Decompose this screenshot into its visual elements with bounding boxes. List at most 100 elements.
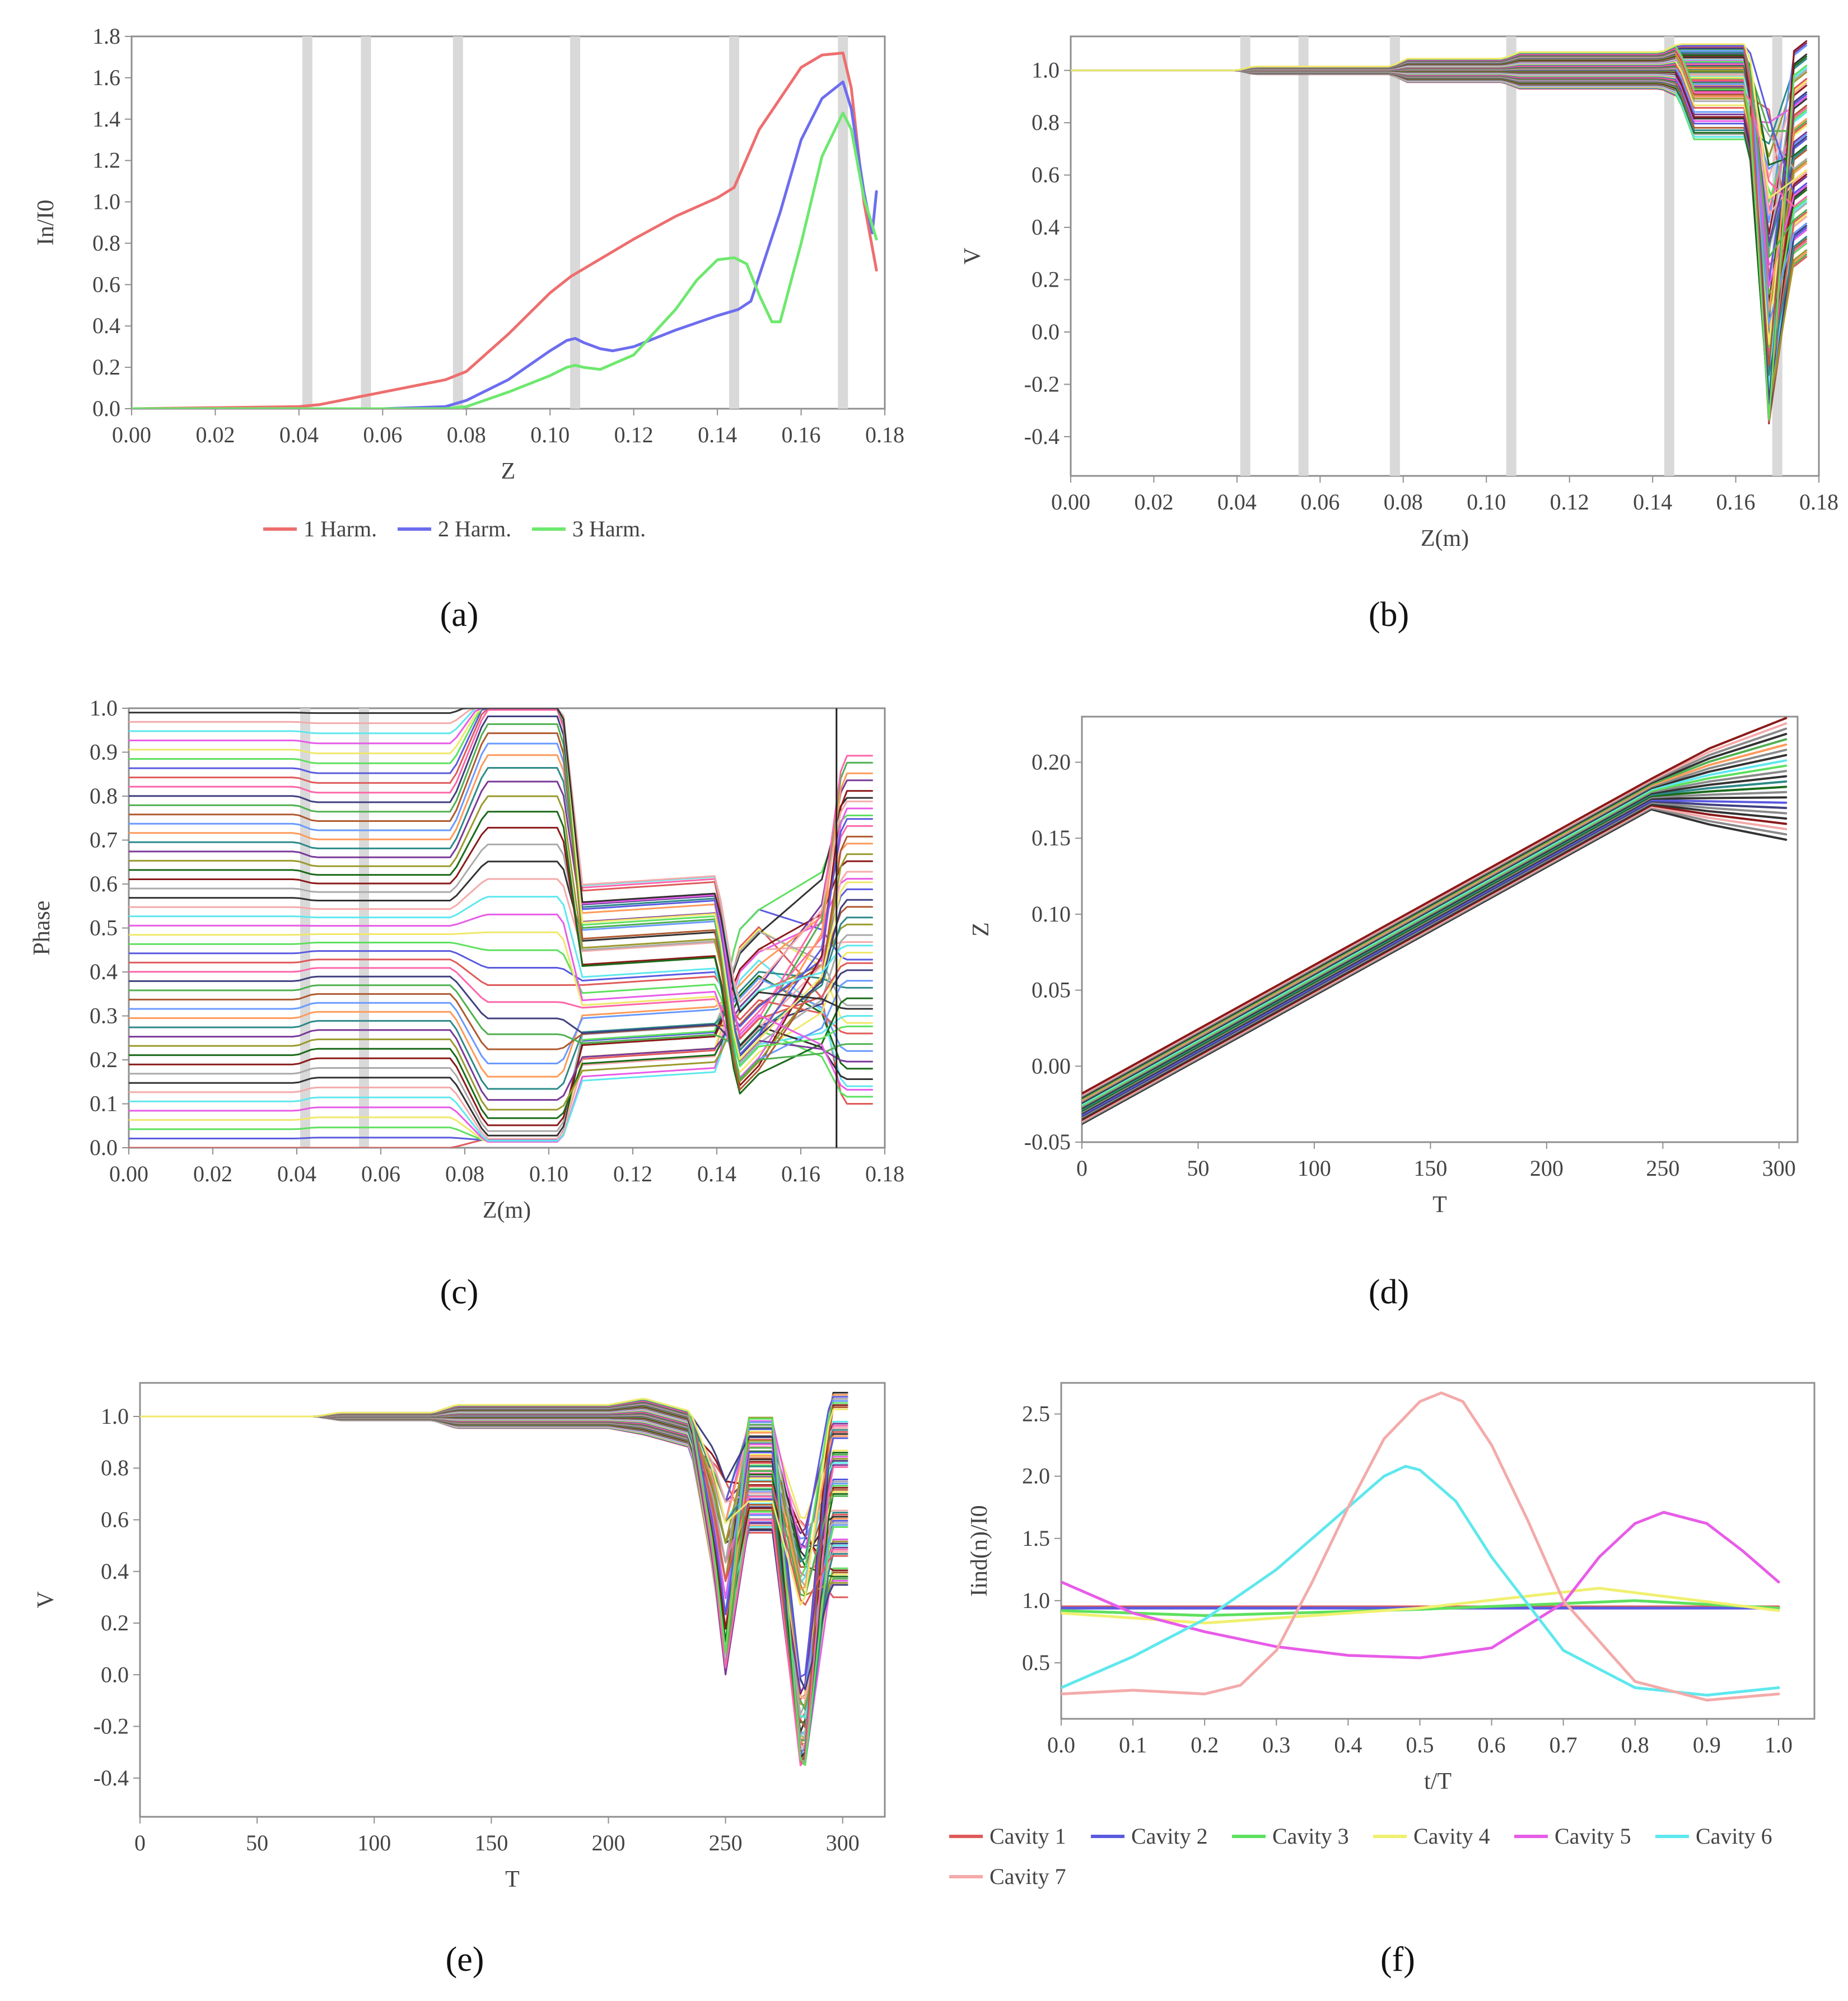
cavity-band-1 [1240,36,1250,476]
cavity-band-5 [1664,36,1674,476]
plot-area [1070,35,1820,477]
x-tick-label: 0.5 [1406,1732,1434,1757]
y-tick-label: 0.0 [90,1135,118,1160]
plot-layer [129,708,873,1148]
phase-curve [129,708,873,1067]
y-tick-label: 0.0 [1032,319,1060,344]
y-tick-label: -0.4 [1024,424,1060,449]
trajectory-line [1082,807,1788,1124]
y-tick-label: 0.0 [92,396,120,421]
trajectory-line [1082,727,1788,1097]
cavity-band-5 [729,36,739,409]
phase-curve [129,971,873,1090]
y-tick-label: 0.4 [92,313,120,338]
y-tick-label: 0.10 [1032,901,1071,927]
trajectory-line [1082,799,1788,1116]
y-axis-title: Iind(n)/I0 [967,1505,992,1596]
y-tick-label: 1.0 [101,1404,129,1429]
plot-layer [1061,1391,1780,1702]
x-tick-label: 0.00 [109,1161,148,1186]
x-tick-label: 0.04 [1217,489,1257,515]
x-tick-label: 0.10 [530,422,570,447]
panel-f-chart: 0.0 0.1 0.2 0.3 0.4 0.5 0.6 0.7 0.8 0.9 1.0 0.5 1.0 1… [949,1382,1816,1889]
x-tick-label: 0.08 [1384,489,1423,515]
x-tick-label: 0.14 [697,1161,736,1186]
y-tick-label: 0.15 [1032,825,1071,850]
y-tick-label: 0.2 [1032,267,1060,292]
panel-label-f: (f) [1380,1941,1415,1979]
x-tick-label: 0.12 [1550,489,1589,515]
y-tick-label: 1.0 [1022,1588,1050,1613]
x-tick-label: 0.3 [1262,1732,1290,1757]
y-tick-label: 0.2 [92,354,120,380]
legend-f-label-3: Cavity 3 [1272,1824,1349,1849]
x-axis-title: t/T [1424,1769,1452,1794]
y-axis-title: V [960,247,986,264]
x-tick-label: 0.16 [782,422,821,447]
y-tick-label: 0.5 [1022,1650,1050,1675]
x-tick-label: 0.4 [1334,1732,1362,1757]
panel-b-chart: 0.00 0.02 0.04 0.06 0.08 0.10 0.12 0.14 0.16 0.18… [960,35,1838,551]
y-tick-label: 0.4 [101,1559,129,1584]
phase-curve [129,779,873,1101]
legend-a-label-2: 2 Harm. [438,516,511,541]
y-tick-label: 0.00 [1032,1053,1071,1078]
y-tick-label: -0.2 [1024,371,1060,396]
series-line-3-harm [132,111,878,409]
phase-curve [129,723,873,1081]
series-line-1-harm [132,52,878,409]
trajectory-line [1082,775,1788,1110]
x-tick-label: 0.16 [781,1161,820,1186]
phase-curve [129,843,873,1078]
trajectory-line [1082,800,1788,1118]
y-tick-label: 1.4 [92,106,120,132]
x-tick-label: 0.1 [1119,1732,1147,1757]
trajectory-line [1082,796,1788,1115]
phase-curve [129,888,873,1027]
y-tick-label: 0.20 [1032,749,1071,774]
cavity-band-3 [452,36,463,409]
x-tick-label: 200 [1530,1156,1564,1181]
x-tick-label: 0.14 [1633,489,1672,515]
phase-curve [129,871,873,1049]
y-tick-label: 2.0 [1022,1464,1050,1489]
trajectory-line [1082,801,1788,1119]
plot-layer [140,1392,848,1766]
phase-curve [129,807,873,1079]
y-tick-label: 0.4 [1032,214,1060,240]
trajectory-line [1082,754,1788,1104]
phase-curve [129,767,873,1051]
x-axis-title: T [505,1867,520,1892]
x-tick-label: 150 [1413,1156,1447,1181]
phase-curve [129,708,873,1091]
x-tick-label: 0.06 [361,1161,400,1186]
x-axis-title: Z(m) [1421,526,1469,551]
x-tick-label: 0.6 [1478,1732,1506,1757]
y-tick-label: 1.8 [92,24,120,49]
x-axis-title: Z [501,459,516,484]
phase-curve [129,708,873,1060]
trajectory-line [1082,733,1788,1099]
cavity-band-2 [359,708,369,1148]
cavity-band-4 [570,36,581,409]
phase-curve [129,959,873,1142]
trajectory-line [1082,722,1788,1096]
phase-curve [129,708,873,1055]
cavity-band-6 [838,36,848,409]
plot-layer [1082,717,1788,1125]
legend-f-label-7: Cavity 7 [990,1864,1066,1889]
cavity-line-5 [1061,1511,1780,1659]
x-tick-label: 0.10 [529,1161,568,1186]
trajectory-line [1082,743,1788,1101]
trajectory-line [1082,791,1788,1114]
trajectory-line [1082,803,1788,1120]
y-tick-label: -0.05 [1024,1129,1071,1154]
phase-curve [129,931,873,1073]
legend-f-label-4: Cavity 4 [1413,1824,1490,1849]
cavity-line-6 [1061,1465,1780,1697]
y-tick-label: 0.3 [90,1003,118,1028]
velocity-curve [1071,43,1808,199]
y-axis-title: Z [968,922,994,937]
legend-f-label-6: Cavity 6 [1696,1824,1772,1849]
